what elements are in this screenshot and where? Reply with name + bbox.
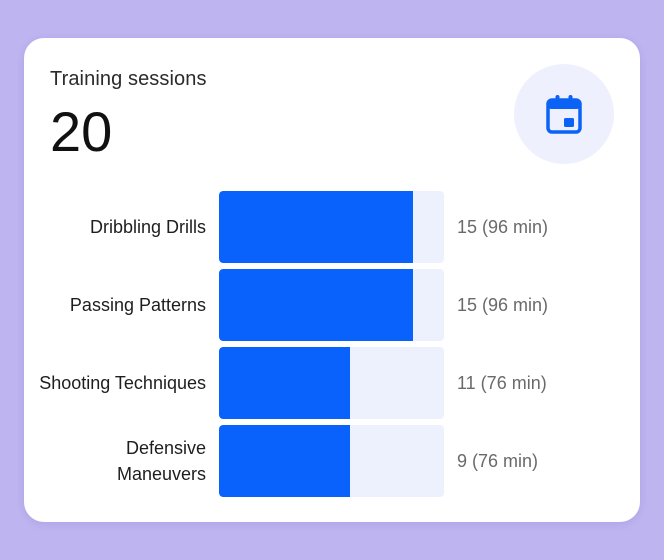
calendar-badge [514, 64, 614, 164]
session-count: 20 [50, 100, 113, 163]
session-bar-chart: Dribbling Drills 15 (96 min) Passing Pat… [24, 191, 640, 503]
row-label: Defensive Maneuvers [116, 438, 206, 484]
calendar-icon [546, 95, 582, 134]
row-value: 9 (76 min) [457, 450, 539, 471]
bar-track [219, 347, 444, 419]
card-title: Training sessions [50, 68, 207, 90]
bar-track [219, 425, 444, 497]
chart-row: Passing Patterns 15 (96 min) [24, 269, 640, 341]
row-label: Passing Patterns [69, 295, 206, 315]
bar-fill [219, 425, 350, 497]
bar-track [219, 269, 444, 341]
bar-track [219, 191, 444, 263]
chart-row: Defensive Maneuvers 9 (76 min) [24, 425, 640, 497]
row-value: 11 (76 min) [457, 372, 547, 393]
bar-fill [219, 347, 350, 419]
training-sessions-card: Training sessions 20 Dribbling Drills 15… [24, 38, 640, 522]
chart-row: Dribbling Drills 15 (96 min) [24, 191, 640, 263]
bar-fill [219, 269, 413, 341]
bar-fill [219, 191, 413, 263]
row-label: Shooting Techniques [39, 373, 206, 393]
row-value: 15 (96 min) [457, 216, 549, 237]
row-value: 15 (96 min) [457, 294, 549, 315]
chart-row: Shooting Techniques 11 (76 min) [24, 347, 640, 419]
row-label: Dribbling Drills [89, 217, 206, 237]
